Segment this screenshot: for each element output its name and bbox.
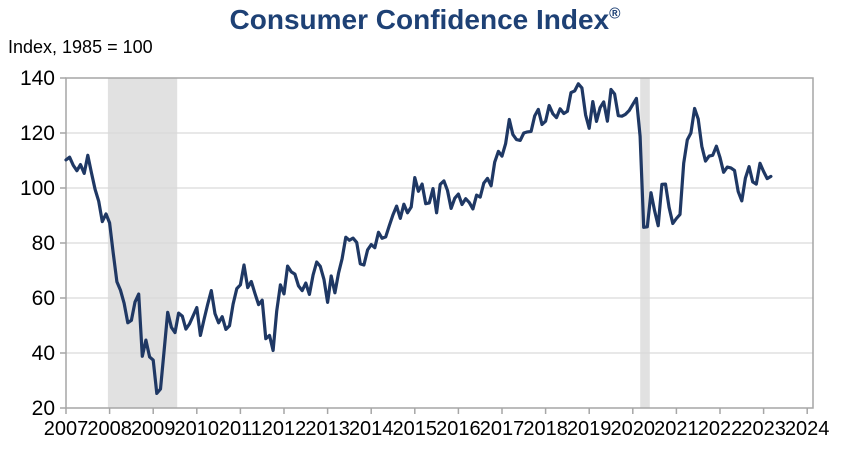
y-tick-label: 40 xyxy=(32,342,55,365)
x-tick-label: 2022 xyxy=(698,418,743,440)
page-title-text: Consumer Confidence Index xyxy=(229,4,610,35)
x-tick-label: 2017 xyxy=(480,418,525,440)
x-tick-label: 2011 xyxy=(219,418,262,440)
x-tick-label: 2013 xyxy=(305,418,350,440)
x-tick-label: 2014 xyxy=(349,418,394,440)
registered-trademark-mark: ® xyxy=(609,5,621,23)
x-tick-label: 2012 xyxy=(262,418,307,440)
x-tick-label: 2021 xyxy=(654,418,699,440)
x-tick-label: 2009 xyxy=(131,418,176,440)
y-tick-label: 120 xyxy=(20,122,55,145)
x-tick-label: 2024 xyxy=(785,418,830,440)
x-tick-label: 2016 xyxy=(436,418,481,440)
cci-line-series xyxy=(64,82,773,395)
y-tick-label: 60 xyxy=(32,287,55,310)
y-tick-label: 80 xyxy=(32,232,55,255)
page-title: Consumer Confidence Index® xyxy=(0,4,850,36)
axis-units-note: Index, 1985 = 100 xyxy=(8,37,153,57)
x-tick-label: 2020 xyxy=(611,418,656,440)
x-tick-label: 2010 xyxy=(175,418,220,440)
x-tick-label: 2019 xyxy=(567,418,612,440)
x-tick-label: 2007 xyxy=(44,418,89,440)
x-tick-label: 2008 xyxy=(87,418,132,440)
y-tick-label: 20 xyxy=(32,397,55,420)
x-tick-label: 2023 xyxy=(741,418,786,440)
x-tick-label: 2018 xyxy=(523,418,568,440)
y-tick-label: 140 xyxy=(20,67,55,90)
y-tick-label: 100 xyxy=(20,177,55,200)
x-tick-label: 2015 xyxy=(393,418,438,440)
